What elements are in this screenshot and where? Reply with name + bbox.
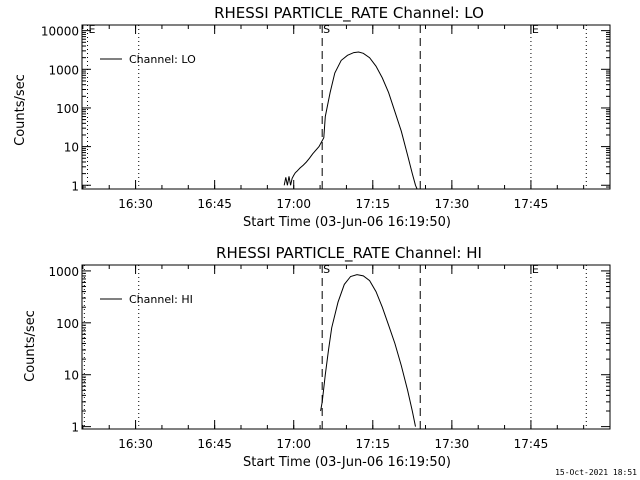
series-line — [320, 274, 416, 427]
legend-label-lo: Channel: LO — [129, 53, 196, 66]
y-tick-label: 100 — [56, 317, 79, 331]
x-tick-label: 17:15 — [355, 197, 390, 211]
x-ticks-lo: 16:30 16:45 17:00 17:15 17:30 17:45 — [82, 25, 611, 211]
x-tick-label: 16:45 — [197, 197, 232, 211]
x-axis-label: Start Time (03-Jun-06 16:19:50) — [243, 455, 451, 470]
time-marker-label: S — [323, 263, 330, 276]
chart-lo: RHESSI PARTICLE_RATE Channel: LO Counts/… — [13, 4, 611, 230]
series-hi — [320, 274, 416, 427]
x-tick-label: 17:15 — [355, 437, 390, 451]
time-marker-label: E — [89, 23, 96, 36]
legend-label-hi: Channel: HI — [129, 293, 193, 306]
y-tick-label: 1000 — [48, 63, 79, 77]
x-tick-label: 17:45 — [514, 197, 549, 211]
y-axis-label: Counts/sec — [23, 310, 38, 382]
series-line — [283, 51, 418, 190]
chart-title: RHESSI PARTICLE_RATE Channel: LO — [214, 4, 484, 23]
chart-hi: RHESSI PARTICLE_RATE Channel: HI Counts/… — [23, 244, 611, 470]
y-ticks-hi: 1 10 100 1000 — [48, 265, 610, 435]
y-ticks-lo: 1 10 100 1000 10000 — [41, 25, 610, 193]
x-tick-label: 17:00 — [276, 437, 311, 451]
time-marker-label: E — [532, 263, 539, 276]
x-tick-label: 17:30 — [435, 197, 470, 211]
chart-title: RHESSI PARTICLE_RATE Channel: HI — [216, 244, 482, 263]
x-tick-label: 16:45 — [197, 437, 232, 451]
x-tick-label: 17:00 — [276, 197, 311, 211]
y-tick-label: 1000 — [48, 265, 79, 279]
y-axis-label: Counts/sec — [13, 74, 28, 146]
y-tick-label: 10 — [64, 369, 79, 383]
x-tick-label: 16:30 — [118, 197, 153, 211]
x-tick-label: 16:30 — [118, 437, 153, 451]
timestamp-footer: 15-Oct-2021 18:51 — [555, 468, 637, 477]
legend: Channel: HI — [100, 293, 193, 306]
x-tick-label: 17:45 — [514, 437, 549, 451]
time-marker-label: E — [532, 23, 539, 36]
y-tick-label: 1 — [71, 421, 79, 435]
x-tick-label: 17:30 — [435, 437, 470, 451]
x-ticks-hi: 16:30 16:45 17:00 17:15 17:30 17:45 — [82, 265, 611, 451]
y-tick-label: 10 — [64, 141, 79, 155]
legend: Channel: LO — [100, 53, 196, 66]
y-tick-label: 100 — [56, 102, 79, 116]
y-tick-label: 10000 — [41, 25, 79, 39]
time-marker-label: S — [323, 23, 330, 36]
y-tick-label: 1 — [71, 179, 79, 193]
series-lo — [283, 51, 418, 190]
x-axis-label: Start Time (03-Jun-06 16:19:50) — [243, 215, 451, 230]
